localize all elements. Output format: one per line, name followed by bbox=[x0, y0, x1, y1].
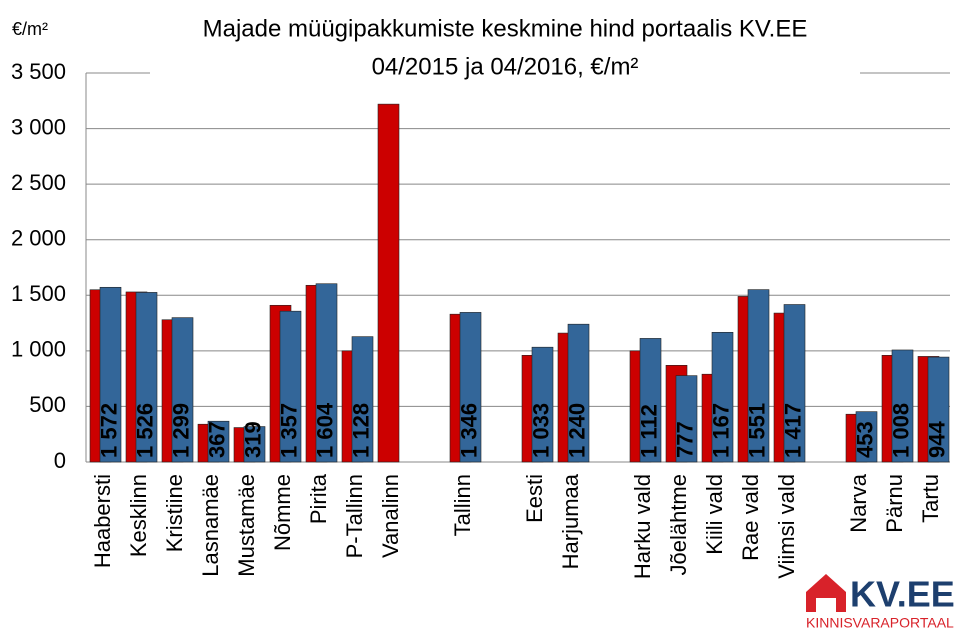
bar bbox=[171, 317, 194, 463]
y-tick-label: 0 bbox=[54, 448, 66, 473]
x-tick-label: Rae vald bbox=[738, 474, 763, 561]
value-label: 1 033 bbox=[528, 403, 553, 458]
bar bbox=[567, 323, 590, 463]
y-tick-label: 2 000 bbox=[11, 226, 66, 251]
bar bbox=[783, 304, 806, 463]
value-label: 1 417 bbox=[780, 403, 805, 458]
y-tick-label: 1 000 bbox=[11, 337, 66, 362]
chart-title: Majade müügipakkumiste keskmine hind por… bbox=[203, 15, 808, 42]
value-label: 1 572 bbox=[96, 403, 121, 458]
y-tick-label: 3 500 bbox=[11, 59, 66, 84]
x-tick-label: Tallinn bbox=[450, 474, 475, 536]
value-label: 1 346 bbox=[456, 403, 481, 458]
x-tick-label: Harku vald bbox=[630, 474, 655, 579]
y-axis-unit: €/m² bbox=[12, 19, 48, 39]
y-tick-label: 2 500 bbox=[11, 170, 66, 195]
y-tick-label: 3 000 bbox=[11, 114, 66, 139]
value-label: 319 bbox=[240, 421, 265, 458]
value-label: 1 008 bbox=[888, 403, 913, 458]
value-label: 1 128 bbox=[348, 403, 373, 458]
x-tick-label: Mustamäe bbox=[234, 474, 259, 577]
bar bbox=[927, 356, 950, 463]
x-tick-label: Harjumaa bbox=[558, 473, 583, 569]
title-background bbox=[150, 8, 860, 88]
chart-subtitle: 04/2015 ja 04/2016, €/m² bbox=[372, 53, 639, 80]
value-label: 367 bbox=[204, 421, 229, 458]
value-label: 1 167 bbox=[708, 403, 733, 458]
bar bbox=[531, 346, 554, 463]
x-tick-label: Vanalinn bbox=[378, 474, 403, 558]
logo-tagline: KINNISVARAPORTAAL bbox=[806, 615, 954, 631]
bar bbox=[855, 411, 878, 463]
x-tick-label: Kristiine bbox=[162, 474, 187, 552]
bar bbox=[891, 349, 914, 463]
x-tick-label: Pirita bbox=[306, 473, 331, 524]
value-label: 777 bbox=[672, 421, 697, 458]
bar bbox=[279, 310, 302, 463]
bar bbox=[99, 286, 122, 463]
value-label: 1 526 bbox=[132, 403, 157, 458]
y-tick-label: 1 500 bbox=[11, 281, 66, 306]
x-tick-label: P-Tallinn bbox=[342, 474, 367, 558]
logo-name: KV.EE bbox=[850, 574, 955, 615]
x-tick-label: Haabersti bbox=[90, 474, 115, 568]
bar bbox=[747, 289, 770, 463]
bar bbox=[351, 336, 374, 463]
x-tick-label: Tartu bbox=[918, 474, 943, 523]
value-label: 1 357 bbox=[276, 403, 301, 458]
bar bbox=[639, 338, 662, 463]
value-label: 1 604 bbox=[312, 402, 337, 458]
bar bbox=[315, 283, 338, 463]
bar bbox=[711, 331, 734, 463]
bar bbox=[377, 103, 400, 463]
x-tick-label: Jõelähtme bbox=[666, 474, 691, 576]
bar bbox=[675, 375, 698, 463]
x-tick-label: Kesklinn bbox=[126, 474, 151, 557]
x-tick-label: Kiili vald bbox=[702, 474, 727, 555]
value-label: 1 240 bbox=[564, 403, 589, 458]
x-tick-label: Lasnamäe bbox=[198, 474, 223, 577]
logo: KV.EE KINNISVARAPORTAAL bbox=[806, 574, 955, 631]
value-label: 453 bbox=[852, 421, 877, 458]
logo-icon-door bbox=[816, 598, 836, 612]
x-tick-label: Eesti bbox=[522, 474, 547, 523]
x-tick-label: Nõmme bbox=[270, 474, 295, 551]
bar bbox=[243, 426, 266, 463]
x-tick-label: Viimsi vald bbox=[774, 474, 799, 579]
value-label: 1 551 bbox=[744, 403, 769, 458]
bar bbox=[135, 292, 158, 463]
value-label: 944 bbox=[924, 421, 949, 458]
plot-area: 0 500 1 000 1 500 2 000 2 500 3 000 3 500 Haaber… bbox=[11, 59, 950, 579]
bar bbox=[207, 420, 230, 463]
x-tick-label: Narva bbox=[846, 473, 871, 532]
x-tick-label: Pärnu bbox=[882, 474, 907, 533]
y-tick-label: 500 bbox=[29, 392, 66, 417]
bar bbox=[459, 312, 482, 463]
value-label: 1 299 bbox=[168, 403, 193, 458]
value-label: 1 112 bbox=[636, 404, 661, 458]
